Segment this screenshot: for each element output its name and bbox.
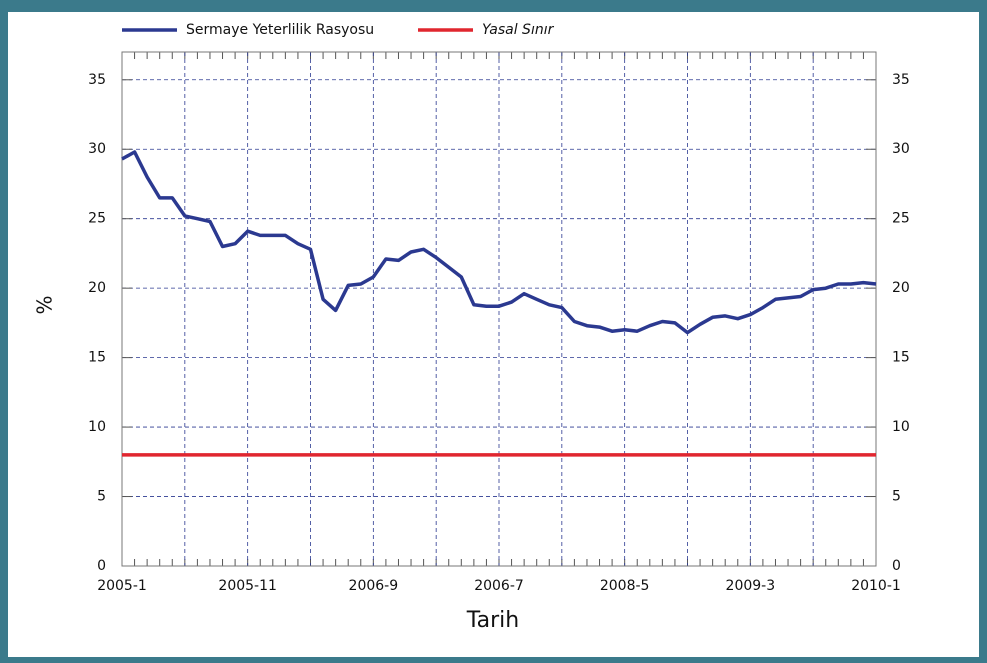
y-tick-label: 15 <box>88 350 106 366</box>
x-tick-label: 2010-1 <box>851 578 901 594</box>
legend-label: Yasal Sınır <box>482 22 555 38</box>
legend-label: Sermaye Yeterlilik Rasyosu <box>186 22 374 38</box>
panel <box>8 12 979 657</box>
y2-tick-label: 25 <box>892 211 910 227</box>
x-tick-label: 2006-7 <box>474 578 524 594</box>
y-axis-label: % <box>33 295 57 314</box>
y-tick-label: 0 <box>97 558 106 574</box>
x-tick-label: 2005-11 <box>218 578 277 594</box>
y2-tick-label: 0 <box>892 558 901 574</box>
x-axis-label: Tarih <box>466 608 519 633</box>
y-tick-label: 35 <box>88 72 106 88</box>
y2-tick-label: 20 <box>892 280 910 296</box>
y-tick-label: 5 <box>97 489 106 505</box>
y2-tick-label: 15 <box>892 350 910 366</box>
y2-tick-label: 5 <box>892 489 901 505</box>
y2-tick-label: 35 <box>892 72 910 88</box>
x-tick-label: 2005-1 <box>97 578 147 594</box>
y2-tick-label: 30 <box>892 141 910 157</box>
y-tick-label: 20 <box>88 280 106 296</box>
x-tick-label: 2006-9 <box>349 578 399 594</box>
y-tick-label: 10 <box>88 419 106 435</box>
y-tick-label: 25 <box>88 211 106 227</box>
x-tick-label: 2008-5 <box>600 578 650 594</box>
series-line <box>121 150 877 335</box>
plot-border <box>121 51 877 567</box>
x-tick-label: 2009-3 <box>726 578 776 594</box>
y2-tick-label: 10 <box>892 419 910 435</box>
y-tick-label: 30 <box>88 141 106 157</box>
